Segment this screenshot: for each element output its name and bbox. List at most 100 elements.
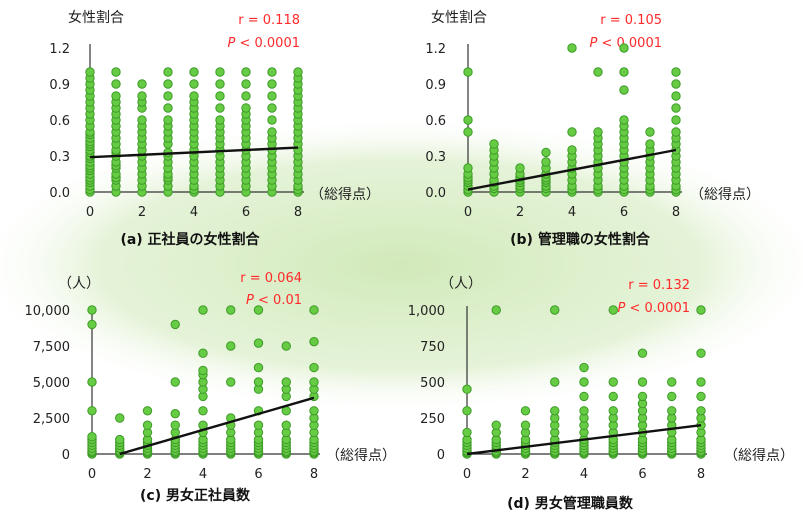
data-point bbox=[579, 362, 589, 373]
x-tick-label: 6 bbox=[254, 467, 262, 482]
data-point bbox=[637, 348, 648, 358]
x-tick-label: 0 bbox=[88, 467, 96, 482]
x-tick-label: 6 bbox=[638, 467, 646, 482]
data-point bbox=[142, 406, 153, 416]
data-point bbox=[671, 103, 681, 113]
chart-panel-3: 0 250 500 750 1,000 0 2 4 6 8 （人） （総得点） (d) 男女管理職員数 r… bbox=[408, 276, 794, 512]
data-point bbox=[170, 420, 180, 430]
data-point bbox=[87, 319, 97, 330]
data-point bbox=[608, 377, 618, 387]
y-tick-label: 0 bbox=[62, 448, 70, 463]
data-point bbox=[309, 362, 319, 373]
data-point bbox=[608, 406, 618, 416]
y-axis-label: （人） bbox=[440, 276, 482, 292]
data-point bbox=[115, 413, 125, 423]
data-point bbox=[163, 115, 173, 125]
y-axis-label: 女性割合 bbox=[431, 9, 487, 26]
data-point bbox=[170, 408, 180, 419]
data-point bbox=[309, 305, 319, 315]
data-point bbox=[645, 139, 655, 149]
data-point bbox=[253, 305, 264, 315]
data-points bbox=[463, 43, 681, 197]
x-tick-label: 0 bbox=[86, 205, 94, 220]
y-tick-label: 2,500 bbox=[33, 412, 70, 427]
x-axis-label: （総得点） bbox=[326, 447, 396, 464]
correlation-r-label: r = 0.064 bbox=[240, 271, 302, 286]
data-point bbox=[163, 91, 173, 101]
y-tick-label: 0.0 bbox=[49, 186, 70, 201]
data-point bbox=[608, 305, 618, 315]
data-point bbox=[696, 305, 706, 315]
data-point bbox=[115, 434, 125, 445]
data-point bbox=[281, 377, 291, 387]
data-point bbox=[226, 341, 236, 351]
y-tick-label: 750 bbox=[420, 340, 445, 355]
y-tick-label: 1.2 bbox=[49, 42, 70, 57]
data-point bbox=[593, 127, 603, 137]
y-tick-label: 1.2 bbox=[425, 42, 446, 57]
data-point bbox=[111, 91, 121, 101]
data-point bbox=[241, 91, 251, 101]
data-point bbox=[241, 67, 251, 77]
chart-panel-1: 0.0 0.3 0.6 0.9 1.2 0 2 4 6 8 女性割合 （総得点） (b) 管理職の女性割… bbox=[425, 9, 760, 248]
data-point bbox=[608, 391, 618, 402]
data-point bbox=[253, 362, 264, 373]
p-value-label: P < 0.0001 bbox=[228, 36, 301, 51]
data-point bbox=[309, 377, 319, 387]
data-point bbox=[671, 79, 681, 89]
data-point bbox=[520, 406, 531, 416]
data-points bbox=[87, 305, 319, 459]
data-point bbox=[619, 85, 629, 95]
data-point bbox=[241, 79, 251, 89]
p-value-label: P < 0.0001 bbox=[590, 36, 663, 51]
data-point bbox=[267, 67, 277, 77]
trend-line bbox=[467, 148, 677, 191]
data-point bbox=[637, 377, 648, 387]
x-tick-label: 0 bbox=[464, 205, 472, 220]
data-point bbox=[671, 67, 681, 77]
data-point bbox=[267, 115, 277, 125]
x-tick-label: 6 bbox=[620, 205, 628, 220]
data-point bbox=[215, 79, 225, 89]
data-point bbox=[281, 341, 291, 351]
y-tick-label: 1,000 bbox=[408, 304, 445, 319]
data-point bbox=[215, 103, 225, 113]
data-point bbox=[671, 115, 681, 125]
data-point bbox=[463, 115, 473, 125]
data-point bbox=[85, 67, 95, 77]
y-tick-label: 5,000 bbox=[33, 376, 70, 391]
data-point bbox=[567, 43, 577, 53]
data-point bbox=[137, 91, 147, 101]
x-axis-label: （総得点） bbox=[724, 447, 794, 464]
background-band bbox=[0, 115, 803, 415]
data-point bbox=[293, 67, 303, 77]
y-tick-label: 7,500 bbox=[33, 340, 70, 355]
data-point bbox=[619, 43, 629, 53]
data-point bbox=[671, 127, 681, 137]
data-point bbox=[593, 67, 603, 77]
data-point bbox=[696, 348, 706, 358]
data-point bbox=[215, 67, 225, 77]
y-axis-label: 女性割合 bbox=[68, 9, 124, 26]
data-point bbox=[463, 127, 473, 137]
data-point bbox=[550, 406, 560, 416]
p-value-label: P < 0.01 bbox=[246, 293, 302, 308]
y-tick-label: 0.0 bbox=[425, 186, 446, 201]
data-point bbox=[267, 91, 277, 101]
x-tick-label: 8 bbox=[294, 205, 302, 220]
data-point bbox=[489, 139, 499, 149]
chart-title: (a) 正社員の女性割合 bbox=[120, 231, 260, 248]
data-point bbox=[241, 103, 251, 113]
chart-title: (c) 男女正社員数 bbox=[140, 487, 251, 504]
x-tick-label: 2 bbox=[138, 205, 146, 220]
data-point bbox=[520, 420, 531, 430]
data-point bbox=[637, 391, 648, 402]
data-point bbox=[87, 406, 97, 416]
trend-line bbox=[466, 424, 702, 456]
y-tick-label: 250 bbox=[420, 412, 445, 427]
data-point bbox=[253, 377, 264, 387]
data-point bbox=[541, 157, 551, 167]
data-point bbox=[667, 406, 677, 416]
